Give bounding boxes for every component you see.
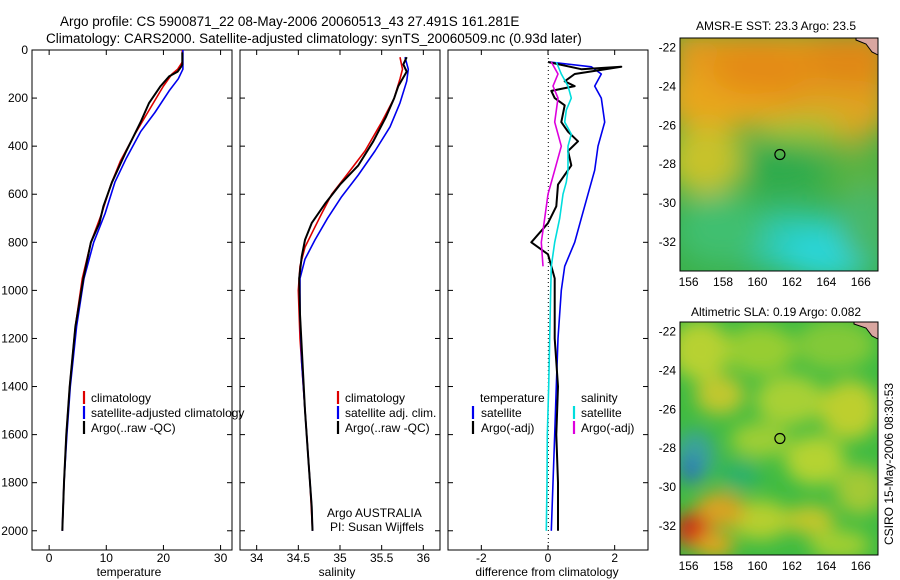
sst-map-image <box>680 38 878 271</box>
map-x-tick-label: 160 <box>747 275 767 289</box>
salinity-xlabel: salinity <box>319 565 356 579</box>
coastline <box>855 38 878 56</box>
series-line-argo-adj <box>540 61 563 267</box>
legend-label-sal-argo: Argo(-adj) <box>581 421 634 435</box>
map-y-tick-label: -28 <box>659 441 677 455</box>
map-x-tick-label: 156 <box>679 559 699 573</box>
sla-map-title: Altimetric SLA: 0.19 Argo: 0.082 <box>691 305 861 319</box>
difference-legend: temperature salinity satellite Argo(-adj… <box>471 391 634 435</box>
map-x-tick-label: 166 <box>851 275 871 289</box>
map-x-tick-label: 162 <box>782 275 802 289</box>
map-y-tick-label: -24 <box>659 80 677 94</box>
figure-title-line1: Argo profile: CS 5900871_22 08-May-2006 … <box>60 14 519 29</box>
argo-australia-label: Argo AUSTRALIA <box>327 506 422 520</box>
legend-title-temperature: temperature <box>480 391 545 405</box>
y-tick-label: 1200 <box>1 331 28 345</box>
map-x-tick-label: 160 <box>747 559 767 573</box>
x-tick-label: 2 <box>611 551 618 565</box>
map-x-tick-label: 162 <box>782 559 802 573</box>
sla-map-image <box>680 322 878 555</box>
series-line-argo-raw-qc <box>61 52 184 531</box>
legend-title-salinity: salinity <box>581 391 618 405</box>
legend-label-climatology: climatology <box>91 391 151 405</box>
coastline <box>853 322 878 340</box>
legend-label-satellite-adj: satellite adj. clim. <box>345 406 436 420</box>
series-line-climatology <box>61 50 184 531</box>
series-line-climatology <box>297 57 404 531</box>
map-y-tick-label: -32 <box>659 235 677 249</box>
sst-map-title: AMSR-E SST: 23.3 Argo: 23.5 <box>696 19 856 33</box>
difference-xlabel: difference from climatology <box>475 565 618 579</box>
y-tick-label: 0 <box>21 43 28 57</box>
map-y-tick-label: -26 <box>659 118 677 132</box>
x-tick-label: -2 <box>476 551 487 565</box>
x-tick-label: 30 <box>214 551 228 565</box>
argo-location-marker <box>774 432 786 445</box>
series-line-satellite <box>549 61 606 531</box>
timestamp-label: CSIRO 15-May-2006 08:30:53 <box>882 383 896 545</box>
y-tick-label: 400 <box>8 139 28 153</box>
map-x-tick-label: 164 <box>816 559 836 573</box>
map-y-tick-label: -30 <box>659 480 677 494</box>
map-y-tick-label: -28 <box>659 157 677 171</box>
x-tick-label: 34 <box>250 551 264 565</box>
x-tick-label: 35.5 <box>370 551 394 565</box>
map-x-tick-label: 164 <box>816 275 836 289</box>
figure-title-line2: Climatology: CARS2000. Satellite-adjuste… <box>46 31 582 46</box>
x-tick-label: 10 <box>100 551 114 565</box>
pi-label: PI: Susan Wijffels <box>330 520 424 534</box>
map-y-tick-label: -24 <box>659 364 677 378</box>
y-tick-label: 800 <box>8 235 28 249</box>
y-tick-label: 1400 <box>1 380 28 394</box>
y-tick-label: 600 <box>8 187 28 201</box>
argo-location-marker <box>774 148 786 161</box>
y-tick-label: 1600 <box>1 428 28 442</box>
temperature-axes <box>31 49 233 551</box>
salinity-axes <box>239 49 441 551</box>
map-y-tick-label: -32 <box>659 519 677 533</box>
map-y-tick-label: -22 <box>659 325 677 339</box>
x-tick-label: 20 <box>157 551 171 565</box>
legend-label-temp-argo: Argo(-adj) <box>481 421 534 435</box>
temperature-legend: climatology satellite-adjusted climatolo… <box>82 391 244 435</box>
map-x-tick-label: 156 <box>679 275 699 289</box>
sla-map-axes <box>679 321 879 556</box>
map-x-tick-label: 158 <box>713 559 733 573</box>
legend-label-temp-satellite: satellite <box>481 406 522 420</box>
legend-label-climatology: climatology <box>345 391 405 405</box>
x-tick-label: 0 <box>46 551 53 565</box>
profile-lines <box>61 50 623 531</box>
map-y-tick-label: -30 <box>659 196 677 210</box>
x-tick-label: 35 <box>333 551 347 565</box>
y-tick-label: 1800 <box>1 476 28 490</box>
legend-label-argo: Argo(..raw -QC) <box>91 421 176 435</box>
map-x-tick-label: 158 <box>713 275 733 289</box>
map-x-tick-label: 166 <box>851 559 871 573</box>
map-y-tick-label: -22 <box>659 41 677 55</box>
temperature-xlabel: temperature <box>97 565 162 579</box>
x-tick-label: 34.5 <box>287 551 311 565</box>
series-line-argo-raw-qc <box>298 56 408 531</box>
series-line-satellite <box>545 61 573 531</box>
sst-map-axes <box>679 37 879 272</box>
axis-ticks: 0 10 20 30020040060080010001200140016001800… <box>1 41 871 573</box>
x-tick-label: 0 <box>545 551 552 565</box>
salinity-legend: climatology satellite adj. clim. Argo(..… <box>336 391 436 435</box>
series-line-argo-adj <box>530 61 623 531</box>
map-y-tick-label: -26 <box>659 402 677 416</box>
series-line-satellite-adj-clim <box>299 56 410 531</box>
y-tick-label: 1000 <box>1 283 28 297</box>
legend-label-satellite-adjusted: satellite-adjusted climatology <box>91 406 244 420</box>
y-tick-label: 2000 <box>1 524 28 538</box>
legend-label-sal-satellite: satellite <box>581 406 622 420</box>
y-tick-label: 200 <box>8 91 28 105</box>
x-tick-label: 36 <box>417 551 431 565</box>
legend-label-argo: Argo(..raw -QC) <box>345 421 430 435</box>
